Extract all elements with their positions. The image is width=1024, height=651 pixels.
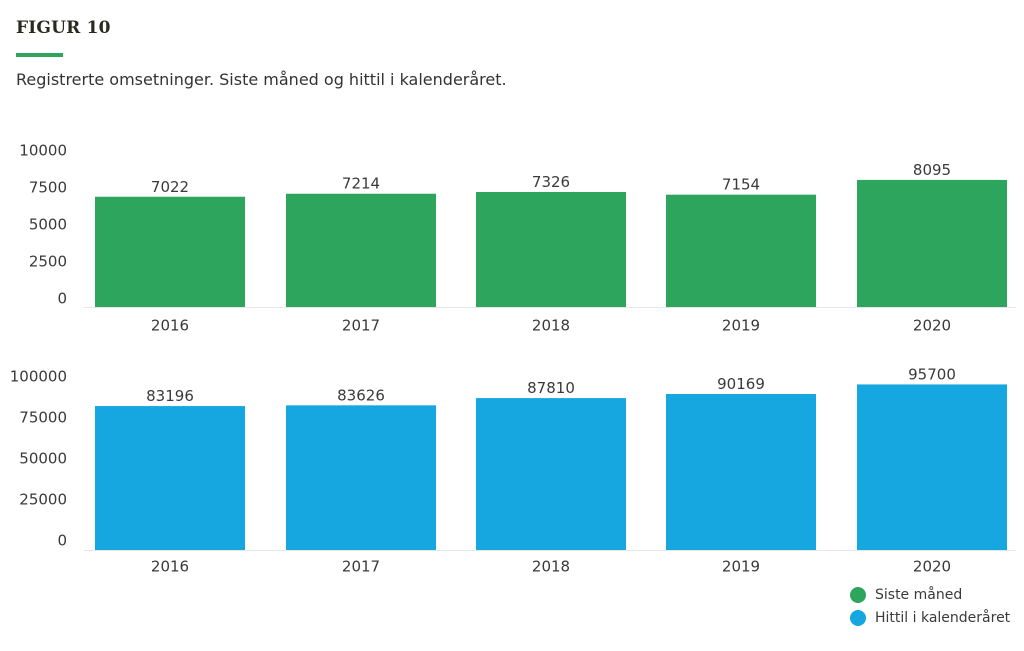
bar xyxy=(666,394,816,550)
legend-swatch-green xyxy=(850,587,866,603)
y-tick-label: 50000 xyxy=(19,450,67,468)
chart-subtitle: Registrerte omsetninger. Siste måned og … xyxy=(16,70,507,89)
legend-label: Siste måned xyxy=(875,587,963,603)
x-tick-label: 2020 xyxy=(913,317,951,335)
data-label: 87810 xyxy=(527,379,575,397)
y-tick-label: 25000 xyxy=(19,491,67,509)
data-label: 83626 xyxy=(337,386,385,404)
data-label: 90169 xyxy=(717,375,765,393)
chart-bottom: 100000 75000 50000 25000 0 83196 2016 83626 2017… xyxy=(10,365,1016,576)
y-tick-label: 7500 xyxy=(29,179,67,197)
legend: Siste måned Hittil i kalenderåret xyxy=(850,584,1010,630)
bar xyxy=(286,193,436,307)
bar xyxy=(857,384,1007,550)
chart-top: 10000 7500 5000 2500 0 7022 2016 7214 2017 7326 20… xyxy=(19,142,1016,335)
legend-item-siste-maned: Siste måned xyxy=(850,584,1010,606)
data-label: 83196 xyxy=(146,387,194,405)
x-tick-label: 2018 xyxy=(532,558,570,576)
bar xyxy=(476,191,626,307)
y-tick-label: 75000 xyxy=(19,409,67,427)
x-tick-label: 2017 xyxy=(342,317,380,335)
bar xyxy=(95,196,245,307)
x-tick-label: 2017 xyxy=(342,558,380,576)
data-label: 7154 xyxy=(722,176,760,194)
x-tick-label: 2018 xyxy=(532,317,570,335)
y-tick-label: 0 xyxy=(57,290,67,308)
data-label: 7326 xyxy=(532,173,570,191)
bar xyxy=(857,179,1007,307)
x-tick-label: 2019 xyxy=(722,558,760,576)
figure-label-underline xyxy=(16,53,63,57)
bar xyxy=(95,406,245,550)
x-tick-label: 2016 xyxy=(151,317,189,335)
data-label: 95700 xyxy=(908,365,956,383)
bar xyxy=(476,398,626,550)
legend-label: Hittil i kalenderåret xyxy=(875,610,1011,626)
data-label: 7214 xyxy=(342,175,380,193)
y-tick-label: 100000 xyxy=(10,368,67,386)
legend-swatch-blue xyxy=(850,610,866,626)
x-tick-label: 2019 xyxy=(722,317,760,335)
y-tick-label: 5000 xyxy=(29,216,67,234)
x-tick-label: 2020 xyxy=(913,558,951,576)
bar xyxy=(286,405,436,550)
figure-label: FIGUR 10 xyxy=(16,18,111,38)
data-label: 8095 xyxy=(913,161,951,179)
x-tick-label: 2016 xyxy=(151,558,189,576)
data-label: 7022 xyxy=(151,178,189,196)
legend-item-hittil: Hittil i kalenderåret xyxy=(850,607,1010,629)
y-tick-label: 10000 xyxy=(19,142,67,160)
y-tick-label: 0 xyxy=(57,532,67,550)
bar xyxy=(666,194,816,307)
y-tick-label: 2500 xyxy=(29,253,67,271)
